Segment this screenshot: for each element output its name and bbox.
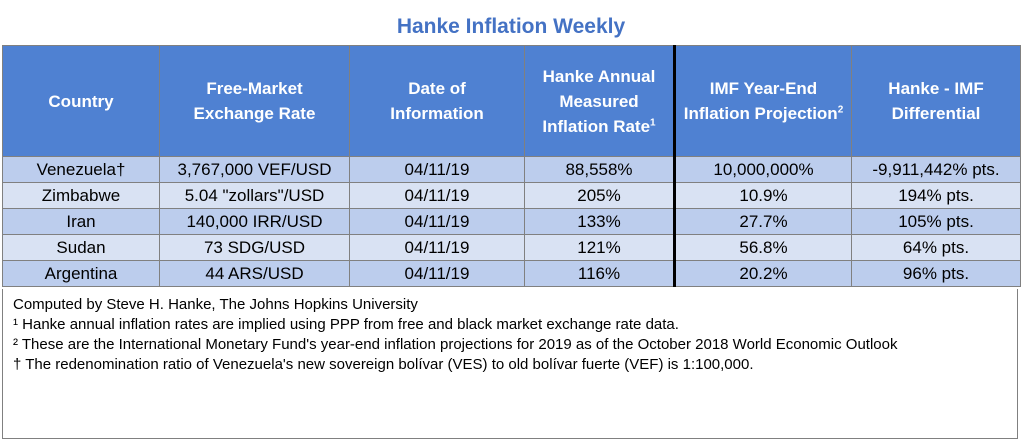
cell-country: Sudan [2,234,160,261]
cell-hanke-rate: 121% [524,234,675,261]
cell-imf-projection: 10.9% [673,182,852,209]
cell-hanke-rate: 88,558% [524,156,675,183]
inflation-table: Country Free-Market Exchange Rate Date of… [2,45,1021,287]
table-row: Sudan 73 SDG/USD 04/11/19 121% 56.8% 64%… [2,234,1021,261]
cell-differential: 194% pts. [851,182,1021,209]
cell-exchange-rate: 44 ARS/USD [159,260,350,287]
header-row: Country Free-Market Exchange Rate Date of… [2,45,1021,157]
table-row: Argentina 44 ARS/USD 04/11/19 116% 20.2%… [2,260,1021,287]
table-row: Iran 140,000 IRR/USD 04/11/19 133% 27.7%… [2,208,1021,235]
cell-differential: 96% pts. [851,260,1021,287]
cell-date: 04/11/19 [349,208,525,235]
cell-date: 04/11/19 [349,182,525,209]
cell-imf-projection: 27.7% [673,208,852,235]
cell-hanke-rate: 133% [524,208,675,235]
cell-date: 04/11/19 [349,260,525,287]
cell-differential: 64% pts. [851,234,1021,261]
footnote-2: ² These are the International Monetary F… [13,336,898,353]
cell-exchange-rate: 73 SDG/USD [159,234,350,261]
cell-hanke-rate: 116% [524,260,675,287]
cell-date: 04/11/19 [349,234,525,261]
footnote-dagger: † The redenomination ratio of Venezuela'… [13,356,754,373]
cell-imf-projection: 10,000,000% [673,156,852,183]
cell-hanke-rate: 205% [524,182,675,209]
cell-date: 04/11/19 [349,156,525,183]
cell-differential: 105% pts. [851,208,1021,235]
cell-country: Venezuela† [2,156,160,183]
header-date: Date of Information [349,45,525,157]
page-title: Hanke Inflation Weekly [396,15,626,38]
cell-differential: -9,911,442% pts. [851,156,1021,183]
table-row: Venezuela† 3,767,000 VEF/USD 04/11/19 88… [2,156,1021,183]
cell-country: Iran [2,208,160,235]
footnote-1: ¹ Hanke annual inflation rates are impli… [13,316,679,333]
cell-exchange-rate: 140,000 IRR/USD [159,208,350,235]
note-credit: Computed by Steve H. Hanke, The Johns Ho… [13,296,418,313]
cell-exchange-rate: 5.04 "zollars"/USD [159,182,350,209]
header-imf-projection: IMF Year-End Inflation Projection2 [673,45,852,157]
cell-country: Zimbabwe [2,182,160,209]
table-row: Zimbabwe 5.04 "zollars"/USD 04/11/19 205… [2,182,1021,209]
cell-exchange-rate: 3,767,000 VEF/USD [159,156,350,183]
header-country: Country [2,45,160,157]
header-hanke-rate: Hanke Annual Measured Inflation Rate1 [524,45,675,157]
header-exchange-rate: Free-Market Exchange Rate [159,45,350,157]
cell-country: Argentina [2,260,160,287]
cell-imf-projection: 56.8% [673,234,852,261]
cell-imf-projection: 20.2% [673,260,852,287]
footnotes: Computed by Steve H. Hanke, The Johns Ho… [2,289,1018,439]
header-differential: Hanke - IMF Differential [851,45,1021,157]
